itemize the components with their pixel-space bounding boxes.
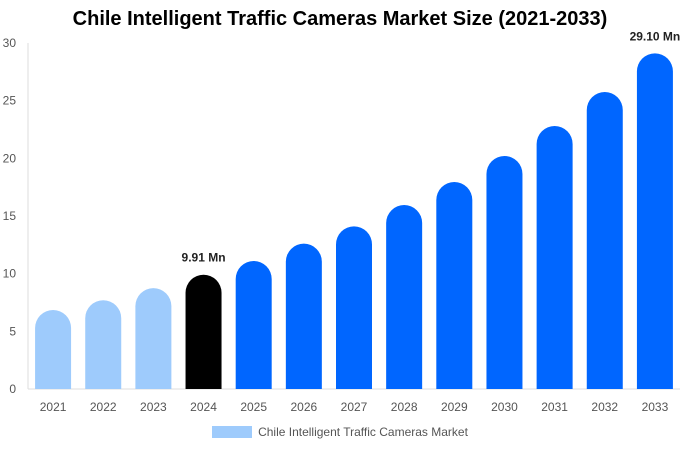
y-tick-label: 30	[3, 36, 17, 50]
y-tick-label: 10	[3, 267, 17, 281]
chart-title: Chile Intelligent Traffic Cameras Market…	[72, 8, 608, 30]
bar-2029	[436, 181, 473, 389]
y-tick-label: 15	[3, 209, 17, 223]
bar-2028	[386, 205, 423, 389]
x-tick-label: 2030	[491, 400, 518, 414]
x-tick-label: 2027	[341, 400, 368, 414]
bar-2027	[336, 226, 372, 389]
y-tick-label: 5	[9, 324, 16, 338]
x-tick-label: 2024	[190, 400, 217, 414]
bar-2033	[636, 53, 673, 389]
bar-2032	[586, 92, 623, 390]
x-tick-label: 2031	[541, 400, 568, 414]
y-tick-label: 0	[9, 382, 16, 396]
bar-2024	[185, 274, 222, 389]
x-tick-label: 2033	[642, 400, 669, 414]
x-tick-label: 2026	[290, 400, 317, 414]
data-label: 29.10 Mn	[630, 29, 680, 43]
x-tick-label: 2025	[240, 400, 267, 414]
y-tick-label: 20	[3, 151, 17, 165]
legend-label: Chile Intelligent Traffic Cameras Market	[258, 425, 468, 439]
bar-2031	[536, 126, 573, 390]
bar-2026	[285, 243, 322, 389]
y-tick-label: 25	[3, 94, 17, 108]
data-label: 9.91 Mn	[182, 251, 226, 265]
x-tick-label: 2021	[40, 400, 67, 414]
x-tick-label: 2032	[591, 400, 618, 414]
x-tick-label: 2029	[441, 400, 468, 414]
bar-2030	[486, 156, 523, 389]
bar-2021	[35, 310, 72, 389]
bar-2023	[135, 288, 172, 389]
x-tick-label: 2022	[90, 400, 117, 414]
bar-2025	[235, 260, 272, 389]
legend-swatch	[212, 426, 253, 438]
bar-2022	[85, 300, 122, 389]
legend: Chile Intelligent Traffic Cameras Market	[0, 425, 680, 439]
x-tick-label: 2028	[391, 400, 418, 414]
x-tick-label: 2023	[140, 400, 167, 414]
